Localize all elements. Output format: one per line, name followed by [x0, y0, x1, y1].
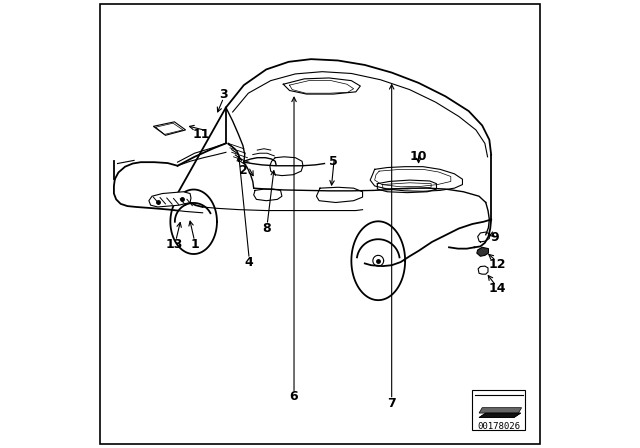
Text: 3: 3 — [220, 87, 228, 101]
Text: 12: 12 — [488, 258, 506, 271]
Polygon shape — [479, 413, 521, 418]
Bar — [472, 390, 525, 430]
Text: 00178026: 00178026 — [477, 422, 520, 431]
Text: 6: 6 — [289, 390, 298, 403]
Polygon shape — [154, 122, 186, 135]
Text: 7: 7 — [387, 396, 396, 410]
Text: 2: 2 — [239, 164, 248, 177]
Text: 10: 10 — [410, 150, 428, 164]
Text: 1: 1 — [190, 237, 199, 251]
Text: 13: 13 — [166, 237, 183, 251]
Polygon shape — [479, 408, 522, 413]
Text: 11: 11 — [193, 128, 210, 141]
Polygon shape — [478, 266, 488, 274]
Text: 9: 9 — [490, 231, 499, 244]
Text: 14: 14 — [488, 282, 506, 296]
Polygon shape — [479, 413, 521, 418]
Text: 5: 5 — [329, 155, 338, 168]
Polygon shape — [149, 192, 191, 207]
Polygon shape — [477, 247, 488, 256]
Text: 4: 4 — [244, 255, 253, 269]
Text: 8: 8 — [262, 222, 271, 235]
FancyBboxPatch shape — [100, 4, 540, 444]
